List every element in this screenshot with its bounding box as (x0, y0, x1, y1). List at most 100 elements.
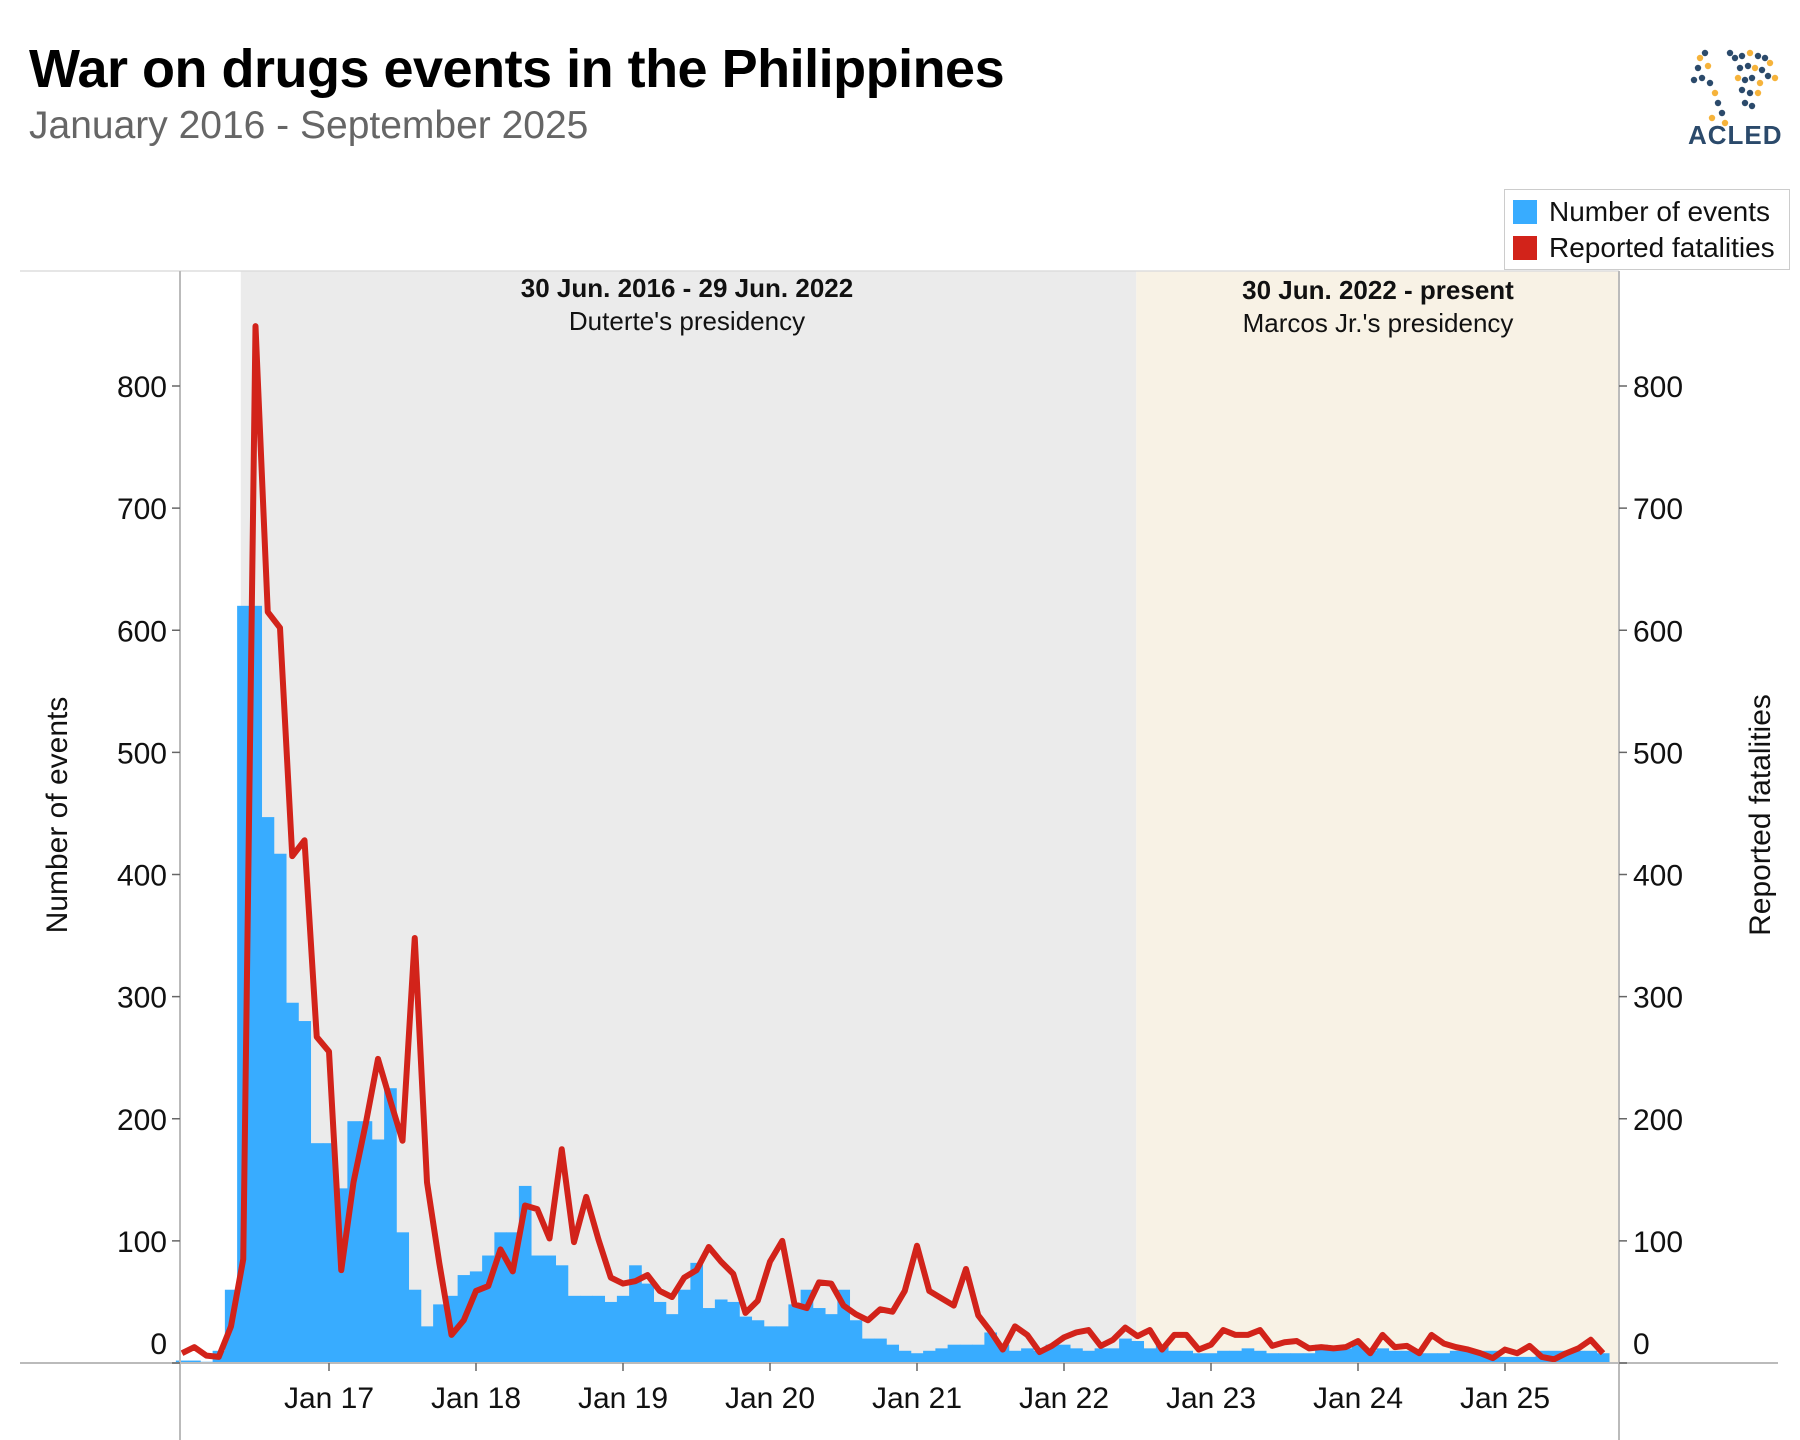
bar-events (420, 1326, 434, 1363)
x-tick-label: Jan 24 (1313, 1382, 1403, 1415)
logo-dot (1726, 49, 1734, 57)
bar-events (1351, 1344, 1365, 1363)
bar-events (1094, 1348, 1108, 1363)
marcos-period-label: Marcos Jr.'s presidency (1243, 308, 1514, 338)
bar-events (1082, 1350, 1096, 1363)
logo-dot (1690, 76, 1698, 84)
bar-events (286, 1002, 299, 1363)
logo-dot (1696, 54, 1704, 62)
bar-events (1278, 1353, 1292, 1363)
bar-events (1070, 1348, 1083, 1363)
logo-dot (1761, 54, 1769, 62)
bar-events (886, 1344, 900, 1363)
x-tick-label: Jan 17 (284, 1382, 374, 1415)
acled-logo (1690, 49, 1779, 127)
bar-events (1008, 1350, 1022, 1363)
bar-events (923, 1350, 936, 1363)
logo-dot (1698, 74, 1706, 82)
bar-events (763, 1326, 777, 1363)
bar-events (298, 1021, 312, 1363)
bar-events (433, 1304, 446, 1363)
bar-events (555, 1265, 569, 1363)
logo-dot (1714, 99, 1722, 107)
y-tick-label-left: 500 (117, 737, 167, 770)
y-tick-label-right: 300 (1633, 982, 1683, 1015)
bar-events (1021, 1348, 1034, 1363)
bar-events (1033, 1350, 1047, 1363)
bar-events (592, 1295, 606, 1363)
bar-events (812, 1308, 826, 1363)
logo-dot (1734, 74, 1742, 82)
bar-events (1498, 1356, 1512, 1363)
y-tick-label-right: 100 (1633, 1226, 1683, 1259)
bar-events (1572, 1350, 1586, 1363)
bar-events (861, 1338, 875, 1363)
legend-swatch-events (1513, 200, 1537, 224)
y-tick-label-left: 200 (117, 1104, 167, 1137)
bar-events (629, 1265, 642, 1363)
bar-events (384, 1088, 397, 1363)
bar-events (543, 1255, 557, 1363)
logo-dot (1758, 66, 1766, 74)
y-tick-label-left: 300 (117, 982, 167, 1015)
legend-item-fatalities: Reported fatalities (1513, 232, 1775, 264)
bar-events (1229, 1350, 1243, 1363)
logo-dot (1708, 114, 1716, 122)
acled-logo-text: ACLED (1688, 120, 1783, 150)
legend-swatch-fatalities (1513, 236, 1537, 260)
y-tick-label-left: 400 (117, 860, 167, 893)
bar-events (690, 1262, 704, 1363)
bar-events (1388, 1350, 1402, 1363)
y-axis-right-title: Reported fatalities (1744, 694, 1777, 936)
logo-dot (1766, 59, 1774, 67)
bar-events (1462, 1350, 1475, 1363)
bar-events (347, 1121, 361, 1363)
bar-events (469, 1271, 483, 1363)
bar-events (1131, 1341, 1145, 1363)
logo-dot (1754, 52, 1762, 60)
bar-events (1204, 1353, 1218, 1363)
bar-events (1119, 1338, 1132, 1363)
bar-events (788, 1304, 802, 1363)
logo-dot (1701, 49, 1709, 57)
bar-events (310, 1143, 324, 1363)
legend-label-fatalities: Reported fatalities (1549, 232, 1775, 263)
x-tick-label: Jan 21 (872, 1382, 962, 1415)
bar-events (567, 1295, 581, 1363)
bar-events (678, 1289, 691, 1363)
bar-events (580, 1295, 593, 1363)
bar-events (935, 1348, 949, 1363)
bar-events (1327, 1348, 1341, 1363)
y-tick-label-right: 0 (1633, 1328, 1650, 1361)
logo-dot (1771, 74, 1779, 82)
logo-dot (1738, 52, 1746, 60)
logo-dot (1721, 119, 1729, 127)
bar-events (653, 1301, 667, 1363)
y-tick-label-right: 700 (1633, 493, 1683, 526)
bar-events (1596, 1353, 1610, 1363)
bar-events (1376, 1348, 1390, 1363)
bar-events (1168, 1350, 1181, 1363)
bar-events (1400, 1350, 1414, 1363)
bar-events (898, 1350, 912, 1363)
legend: Number of events Reported fatalities (1504, 189, 1790, 270)
x-tick-label: Jan 18 (431, 1382, 521, 1415)
y-tick-label-left: 0 (150, 1328, 167, 1361)
x-tick-label: Jan 25 (1460, 1382, 1550, 1415)
y-tick-label-right: 200 (1633, 1104, 1683, 1137)
logo-dot (1741, 76, 1749, 84)
bar-events (972, 1344, 985, 1363)
marcos-period-dates: 30 Jun. 2022 - present (1242, 275, 1514, 305)
duterte-period-dates: 30 Jun. 2016 - 29 Jun. 2022 (521, 273, 853, 303)
y-tick-label-left: 800 (117, 371, 167, 404)
y-axis-left-title: Number of events (41, 697, 74, 934)
bar-events (1180, 1350, 1194, 1363)
bar-events (175, 1360, 189, 1363)
x-tick-label: Jan 23 (1166, 1382, 1256, 1415)
y-tick-label-right: 800 (1633, 371, 1683, 404)
duterte-period-label: Duterte's presidency (569, 306, 805, 336)
bar-events (1523, 1356, 1537, 1363)
bar-events (874, 1338, 887, 1363)
bar-events (1290, 1353, 1304, 1363)
marcos-period-band (1136, 271, 1619, 1363)
